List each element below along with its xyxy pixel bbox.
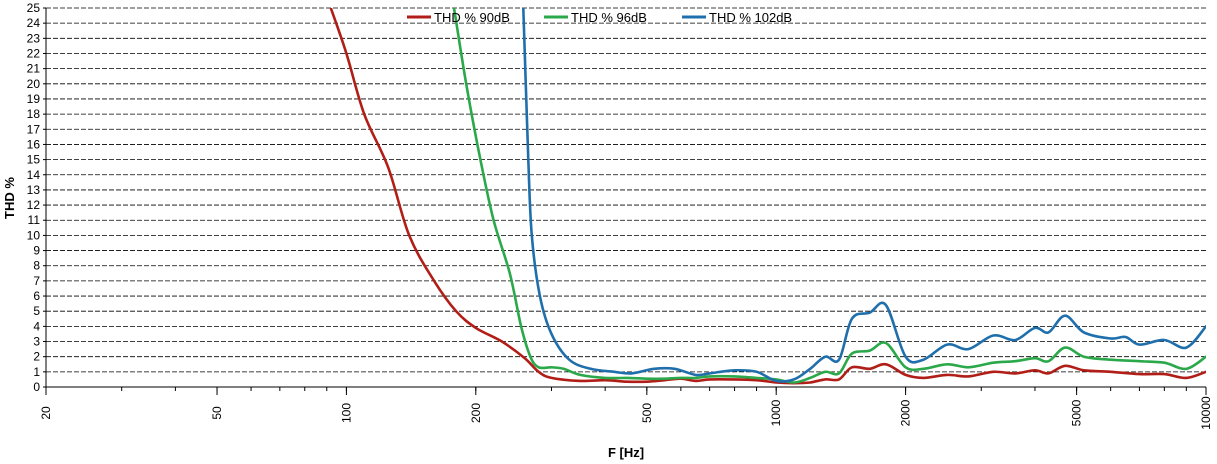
- series-lines: [329, 8, 1206, 385]
- y-tick-label: 24: [27, 16, 41, 30]
- x-tick-label: 1000: [769, 399, 783, 426]
- y-tick-label: 2: [33, 350, 40, 364]
- x-tick-label: 100: [339, 403, 353, 423]
- x-tick-label: 5000: [1070, 399, 1084, 426]
- y-tick-label: 8: [33, 259, 40, 273]
- legend-label-1: THD % 90dB: [434, 10, 510, 25]
- y-tick-label: 0: [33, 380, 40, 394]
- x-tick-label: 50: [210, 406, 224, 420]
- x-tick-label: 10000: [1199, 396, 1213, 430]
- grid-lines: [46, 7, 1206, 373]
- y-tick-label: 9: [33, 244, 40, 258]
- series-line-2: [452, 8, 1206, 384]
- y-tick-label: 18: [27, 107, 41, 121]
- y-tick-label: 21: [27, 62, 41, 76]
- y-tick-label: 10: [27, 228, 41, 242]
- series-line-1: [329, 8, 1206, 385]
- y-tick-label: 12: [27, 198, 41, 212]
- legend-label-3: THD % 102dB: [709, 10, 792, 25]
- legend: THD % 90dB THD % 96dB THD % 102dB: [407, 10, 792, 25]
- y-tick-label: 4: [33, 319, 40, 333]
- y-tick-label: 15: [27, 153, 41, 167]
- axes: 0123456789101112131415161718192021222324…: [27, 1, 1213, 430]
- x-tick-label: 2000: [899, 399, 913, 426]
- x-tick-label: 500: [640, 403, 654, 423]
- y-tick-label: 1: [33, 365, 40, 379]
- x-tick-label: 20: [39, 406, 53, 420]
- legend-label-2: THD % 96dB: [571, 10, 647, 25]
- y-tick-label: 16: [27, 137, 41, 151]
- x-axis-title: F [Hz]: [608, 445, 644, 460]
- y-tick-label: 14: [27, 168, 41, 182]
- y-tick-label: 11: [28, 213, 41, 227]
- y-axis-title: THD %: [2, 177, 17, 219]
- series-line-3: [522, 8, 1206, 383]
- y-tick-label: 13: [27, 183, 41, 197]
- y-tick-label: 5: [33, 304, 40, 318]
- y-tick-label: 3: [33, 335, 40, 349]
- y-tick-label: 6: [33, 289, 40, 303]
- y-tick-label: 7: [33, 274, 40, 288]
- y-tick-label: 25: [27, 1, 41, 15]
- y-tick-label: 23: [27, 31, 41, 45]
- y-tick-label: 22: [27, 46, 41, 60]
- y-tick-label: 20: [27, 77, 41, 91]
- y-tick-label: 17: [27, 122, 41, 136]
- y-tick-label: 19: [27, 92, 41, 106]
- x-tick-label: 200: [469, 403, 483, 423]
